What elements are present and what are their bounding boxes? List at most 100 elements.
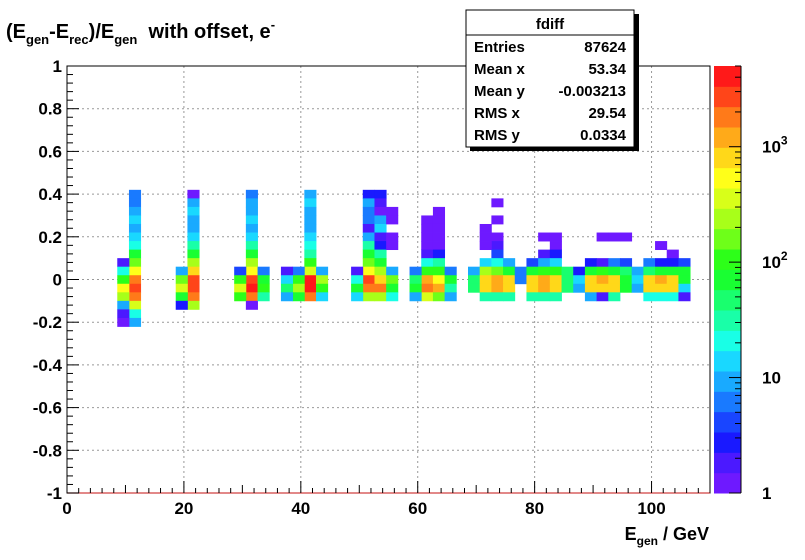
heatmap-cell — [374, 283, 387, 293]
color-scale-segment — [714, 208, 741, 230]
heatmap-cell — [128, 258, 142, 268]
heatmap-cell — [655, 241, 668, 251]
heatmap-cell — [362, 292, 375, 302]
heatmap-cell — [128, 189, 142, 199]
heatmap-cell — [128, 215, 142, 225]
color-scale-segment — [714, 432, 741, 453]
heatmap-cell — [245, 283, 258, 293]
heatmap-cell — [655, 275, 668, 285]
heatmap-cell — [257, 266, 270, 276]
heatmap-cell — [409, 266, 422, 276]
heatmap-cell — [432, 292, 446, 302]
heatmap-cell — [234, 292, 247, 302]
heatmap-cell — [666, 292, 679, 302]
heatmap-cell — [619, 283, 633, 293]
heatmap-cell — [432, 283, 446, 293]
heatmap-cell — [316, 292, 329, 302]
heatmap-cell — [421, 266, 434, 276]
heatmap-cell — [245, 249, 258, 259]
heatmap-cell — [187, 241, 200, 251]
heatmap-cell — [549, 232, 562, 242]
heatmap-cell — [584, 258, 597, 268]
heatmap-cell — [678, 266, 691, 276]
heatmap-cell — [386, 241, 399, 251]
color-scale-segment — [714, 289, 741, 311]
heatmap-cell — [386, 292, 399, 302]
heatmap-cell — [374, 206, 387, 216]
y-tick-label: -0.4 — [33, 356, 63, 375]
x-tick-label: 100 — [637, 499, 665, 518]
x-tick-label: 20 — [174, 499, 193, 518]
heatmap-cell — [643, 275, 656, 285]
heatmap-cell — [187, 215, 200, 225]
heatmap-cell — [292, 266, 305, 276]
heatmap-cell — [421, 241, 434, 251]
heatmap-cell — [316, 283, 329, 293]
heatmap-cell — [187, 249, 200, 259]
color-scale-segment — [714, 249, 741, 270]
heatmap-cell — [374, 198, 387, 208]
heatmap-cell — [643, 258, 656, 268]
heatmap-cell — [432, 249, 446, 259]
heatmap-cell — [304, 223, 317, 233]
heatmap-cell — [573, 283, 586, 293]
color-scale-segment — [714, 310, 741, 331]
heatmap-cell — [187, 189, 200, 199]
heatmap-cell — [409, 283, 422, 293]
heatmap-cell — [608, 292, 621, 302]
axes: 0 20 40 60 80 100 -1 -0.8 -0.6 -0.4 -0.2 0 0.2 0.4 0.6… — [33, 57, 711, 518]
heatmap-cell — [280, 266, 294, 276]
y-tick-label: -0.6 — [33, 399, 62, 418]
heatmap-cell — [187, 266, 200, 276]
color-scale-segment — [714, 167, 741, 189]
heatmap-cell — [409, 275, 422, 285]
heatmap-cell — [655, 266, 668, 276]
heatmap-cell — [619, 232, 633, 242]
heatmap-cell — [292, 275, 305, 285]
heatmap-cell — [304, 258, 317, 268]
heatmap-cell — [432, 215, 446, 225]
y-tick-label: 0.8 — [38, 100, 62, 119]
heatmap-cell — [491, 215, 504, 225]
heatmap-cell — [304, 249, 317, 259]
heatmap-cell — [117, 275, 130, 285]
heatmap-cell — [538, 275, 551, 285]
heatmap-cell — [643, 283, 656, 293]
heatmap-cell — [374, 292, 387, 302]
stats-row-value: 0.0334 — [580, 127, 627, 144]
heatmap-cell — [584, 292, 597, 302]
heatmap-cell — [245, 266, 258, 276]
stats-row-label: RMS x — [474, 105, 521, 122]
heatmap-cell — [257, 292, 270, 302]
heatmap-cell — [245, 241, 258, 251]
heatmap-cell — [549, 266, 562, 276]
heatmap-cell — [304, 266, 317, 276]
heatmap-cell — [549, 258, 562, 268]
heatmap-cell — [128, 283, 142, 293]
color-scale-segment — [714, 106, 741, 128]
heatmap-cell — [304, 283, 317, 293]
heatmap-cell — [503, 266, 516, 276]
heatmap-cell — [304, 241, 317, 251]
heatmap-cell — [538, 292, 551, 302]
heatmap-cell — [304, 189, 317, 199]
heatmap-cell — [538, 266, 551, 276]
heatmap-cell — [432, 232, 446, 242]
heatmap-cell — [631, 266, 644, 276]
heatmap-cell — [432, 206, 446, 216]
heatmap-cell — [304, 206, 317, 216]
heatmap-cell — [468, 275, 481, 285]
heatmap-cell — [678, 292, 691, 302]
heatmap-cell — [421, 275, 434, 285]
heatmap-cell — [479, 266, 492, 276]
heatmap-cell — [128, 266, 142, 276]
x-tick-label: 40 — [291, 499, 310, 518]
heatmap-cell — [421, 258, 434, 268]
heatmap-cell — [479, 232, 492, 242]
heatmap-cell — [526, 275, 539, 285]
heatmap-cell — [117, 317, 130, 327]
heatmap-cell — [643, 292, 656, 302]
heatmap-cell — [631, 275, 644, 285]
color-scale-bar: 1 10 102 103 — [714, 65, 788, 503]
